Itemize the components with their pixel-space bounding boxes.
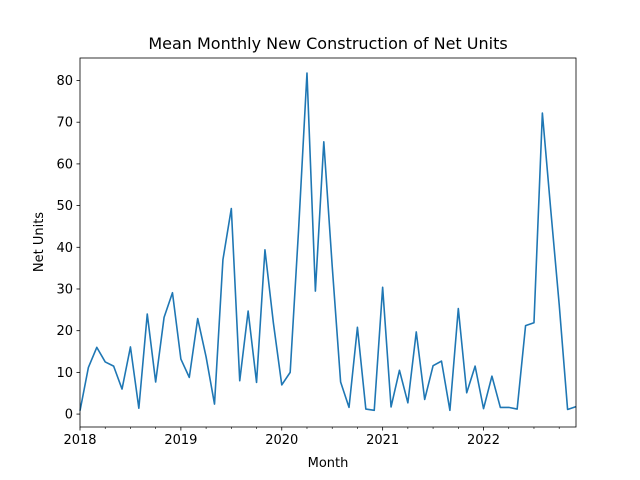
- x-axis-label: Month: [308, 456, 349, 471]
- x-tick-label: 2022: [467, 433, 500, 448]
- y-tick-label: 0: [65, 408, 73, 423]
- y-tick-label: 20: [56, 324, 73, 339]
- y-tick-label: 80: [56, 74, 73, 89]
- y-tick-label: 70: [56, 116, 73, 131]
- series-line: [79, 72, 577, 412]
- x-tick-label: 2020: [265, 433, 298, 448]
- y-tick-label: 50: [56, 199, 73, 214]
- x-tick-label: 2018: [63, 433, 96, 448]
- y-axis-label: Net Units: [32, 212, 47, 272]
- y-tick-label: 40: [56, 241, 73, 256]
- chart-title: Mean Monthly New Construction of Net Uni…: [148, 34, 507, 53]
- x-tick-label: 2021: [366, 433, 399, 448]
- x-tick-label: 2019: [164, 433, 197, 448]
- y-tick-label: 60: [56, 157, 73, 172]
- plot-area: 0 10 20 30 40 50 60 70 80 2018 2019 2020 2021 2022: [56, 57, 577, 448]
- y-tick-label: 30: [56, 282, 73, 297]
- y-tick-label: 10: [56, 366, 73, 381]
- axes-frame: [79, 57, 577, 428]
